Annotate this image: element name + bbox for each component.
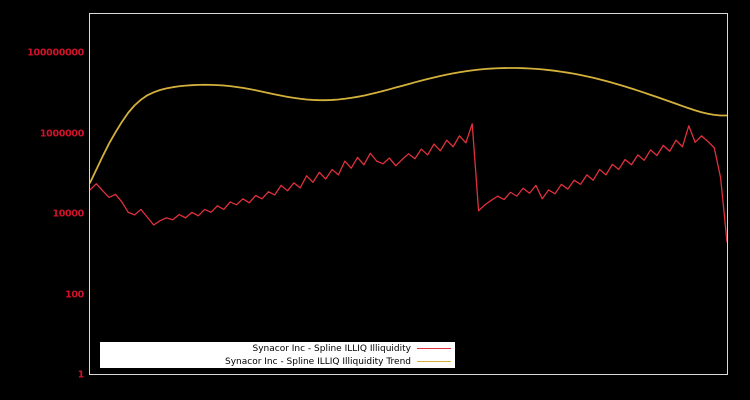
- plot-area: [89, 13, 728, 375]
- chart-lines: [90, 67, 727, 243]
- chart-legend: Synacor Inc - Spline ILLIQ Illiquidity S…: [99, 341, 456, 369]
- y-axis-tick-label: 100: [65, 289, 84, 301]
- legend-swatch-illiquidity: [417, 348, 451, 349]
- series-line-illiquidity: [90, 123, 727, 243]
- series-line-illiquidity-trend: [90, 67, 727, 184]
- legend-label-illiquidity: Synacor Inc - Spline ILLIQ Illiquidity: [252, 343, 411, 354]
- y-axis-tick-label: 10000: [52, 208, 84, 220]
- legend-row: Synacor Inc - Spline ILLIQ Illiquidity T…: [100, 355, 455, 368]
- y-axis-tick-label: 1: [77, 369, 85, 381]
- y-axis-tick-labels: 100000000 1000000 10000 100 1: [0, 0, 84, 400]
- legend-row: Synacor Inc - Spline ILLIQ Illiquidity: [100, 342, 455, 355]
- y-axis-tick-label: 100000000: [27, 47, 84, 59]
- legend-label-illiquidity-trend: Synacor Inc - Spline ILLIQ Illiquidity T…: [225, 356, 411, 367]
- legend-swatch-illiquidity-trend: [417, 361, 451, 362]
- y-axis-tick-label: 1000000: [39, 128, 84, 140]
